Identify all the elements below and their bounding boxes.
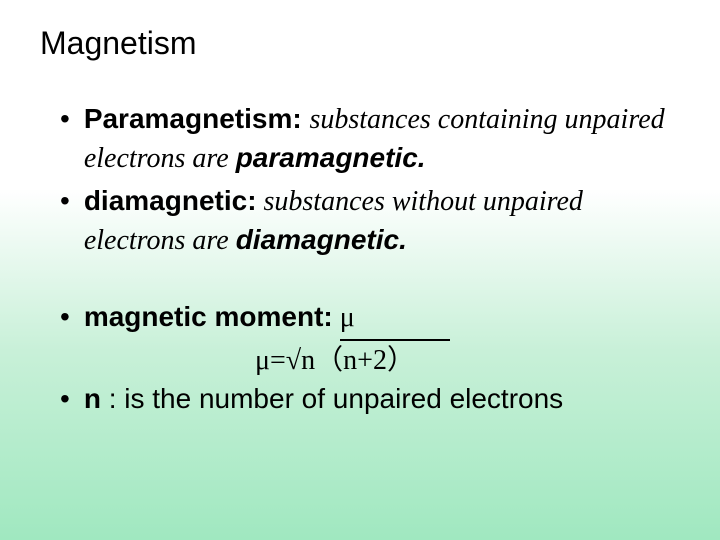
highlight-diamagnetic: diamagnetic. [236,224,407,255]
bullet-dot: • [60,380,70,418]
mu-symbol: μ [333,302,355,333]
bullet-content: n : is the number of unpaired electrons [84,380,563,418]
term-paramagnetism: Paramagnetism: [84,103,302,134]
formula: μ=√n（n+2） [40,341,680,380]
bullet-magnetic-moment: • magnetic moment: μ [40,298,680,337]
sqrt-overline [340,339,450,341]
highlight-paramagnetic: paramagnetic. [236,142,426,173]
bullet-content: magnetic moment: μ [84,298,355,337]
bullet-paramagnetism: • Paramagnetism: substances containing u… [40,100,680,178]
term-magnetic-moment: magnetic moment: [84,301,333,332]
bullet-n-definition: • n : is the number of unpaired electron… [40,380,680,418]
bullet-diamagnetic: • diamagnetic: substances without unpair… [40,182,680,260]
bullet-dot: • [60,298,70,337]
bullet-dot: • [60,182,70,260]
term-n: n [84,383,101,414]
bullet-content: diamagnetic: substances without unpaired… [84,182,680,260]
desc-n: : is the number of unpaired electrons [101,383,563,414]
formula-text: μ=√n（n+2） [255,345,415,376]
bullet-content: Paramagnetism: substances containing unp… [84,100,680,178]
spacer [40,264,680,298]
bullet-dot: • [60,100,70,178]
page-title: Magnetism [40,25,680,62]
term-diamagnetic: diamagnetic: [84,185,257,216]
